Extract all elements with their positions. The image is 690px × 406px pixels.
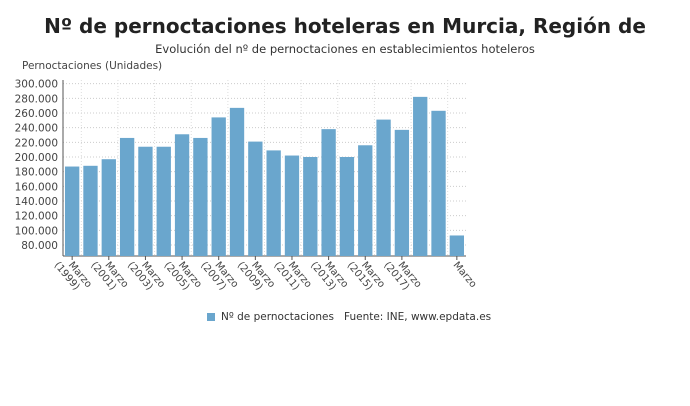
bar — [65, 166, 80, 256]
bar — [449, 235, 464, 256]
x-tick-label: Marzo — [451, 260, 479, 290]
bar — [156, 146, 171, 256]
bar — [211, 117, 226, 257]
y-tick-label: 260.000 — [15, 108, 58, 120]
bar — [119, 137, 135, 256]
y-tick-label: 100.000 — [15, 225, 58, 237]
y-tick-label: 140.000 — [15, 196, 58, 208]
bar — [376, 119, 391, 256]
x-tick-label: Marzo(2003) — [125, 253, 167, 297]
bar — [138, 146, 153, 256]
bar — [321, 129, 336, 256]
legend: Nº de pernoctaciones — [207, 311, 334, 323]
y-tick-label: 220.000 — [15, 137, 58, 149]
x-tick-label: Marzo(2011) — [271, 253, 313, 297]
x-tick-label: Marzo(2017) — [381, 253, 423, 297]
bar — [394, 129, 410, 256]
legend-label: Nº de pernoctaciones — [221, 311, 334, 323]
y-tick-label: 120.000 — [15, 211, 58, 223]
y-tick-label: 180.000 — [15, 167, 58, 179]
y-axis-label: Pernoctaciones (Unidades) — [22, 60, 163, 72]
bar — [431, 110, 446, 256]
chart-title: Nº de pernoctaciones hoteleras en Murcia… — [44, 14, 646, 38]
x-tick-label: Marzo(1999) — [52, 253, 94, 297]
y-tick-label: 80.000 — [21, 240, 58, 252]
bar — [358, 145, 373, 256]
y-tick-label: 280.000 — [15, 93, 58, 105]
bar — [413, 96, 428, 256]
x-tick-label: Marzo(2009) — [235, 253, 277, 297]
y-tick-label: 160.000 — [15, 181, 58, 193]
bar — [266, 150, 281, 256]
bar — [248, 141, 263, 256]
bar — [193, 137, 208, 256]
chart-subtitle: Evolución del nº de pernoctaciones en es… — [155, 42, 535, 56]
y-tick-label: 300.000 — [15, 79, 58, 91]
bar — [174, 134, 190, 256]
bar — [83, 165, 98, 256]
legend-swatch — [207, 313, 215, 321]
x-tick-label: Marzo(2013) — [308, 253, 350, 297]
y-tick-label: 200.000 — [15, 152, 58, 164]
x-tick-label-line: Marzo — [451, 260, 479, 290]
x-tick-label: Marzo(2015) — [345, 253, 387, 297]
bar — [284, 155, 300, 256]
source-note: Fuente: INE, www.epdata.es — [344, 311, 492, 323]
x-tick-label: Marzo(2007) — [198, 253, 240, 297]
bar — [101, 159, 116, 256]
y-tick-label: 240.000 — [15, 123, 58, 135]
bar — [339, 157, 355, 256]
x-tick-label: Marzo(2005) — [162, 253, 204, 297]
x-tick-label: Marzo(2001) — [88, 253, 130, 297]
bar — [229, 107, 245, 256]
bar — [303, 157, 318, 256]
